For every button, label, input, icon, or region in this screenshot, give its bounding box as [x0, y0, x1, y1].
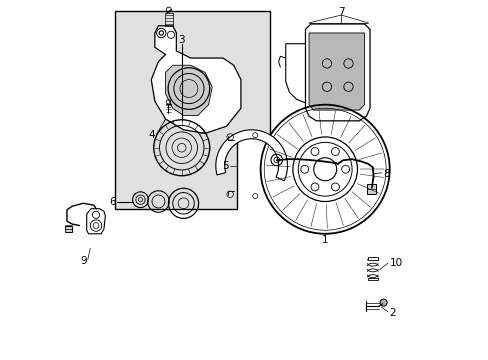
Text: 3: 3 — [178, 35, 184, 45]
Bar — [65, 226, 72, 232]
Text: 2: 2 — [389, 308, 396, 318]
Polygon shape — [285, 44, 316, 103]
Text: 1: 1 — [321, 235, 328, 245]
Text: 7: 7 — [337, 7, 344, 17]
Text: 10: 10 — [389, 258, 402, 268]
Bar — [367, 278, 378, 280]
Polygon shape — [115, 12, 269, 209]
Polygon shape — [215, 130, 287, 181]
Polygon shape — [151, 26, 241, 134]
Text: 6: 6 — [108, 197, 115, 207]
Polygon shape — [165, 65, 212, 116]
Polygon shape — [305, 24, 369, 121]
Text: 4: 4 — [148, 130, 155, 140]
Bar — [367, 257, 378, 260]
Circle shape — [379, 299, 386, 306]
Polygon shape — [86, 209, 105, 234]
Polygon shape — [308, 33, 364, 110]
Text: 8: 8 — [383, 168, 389, 179]
Text: 9: 9 — [80, 256, 86, 266]
Text: 5: 5 — [221, 161, 228, 171]
Bar — [366, 184, 375, 194]
